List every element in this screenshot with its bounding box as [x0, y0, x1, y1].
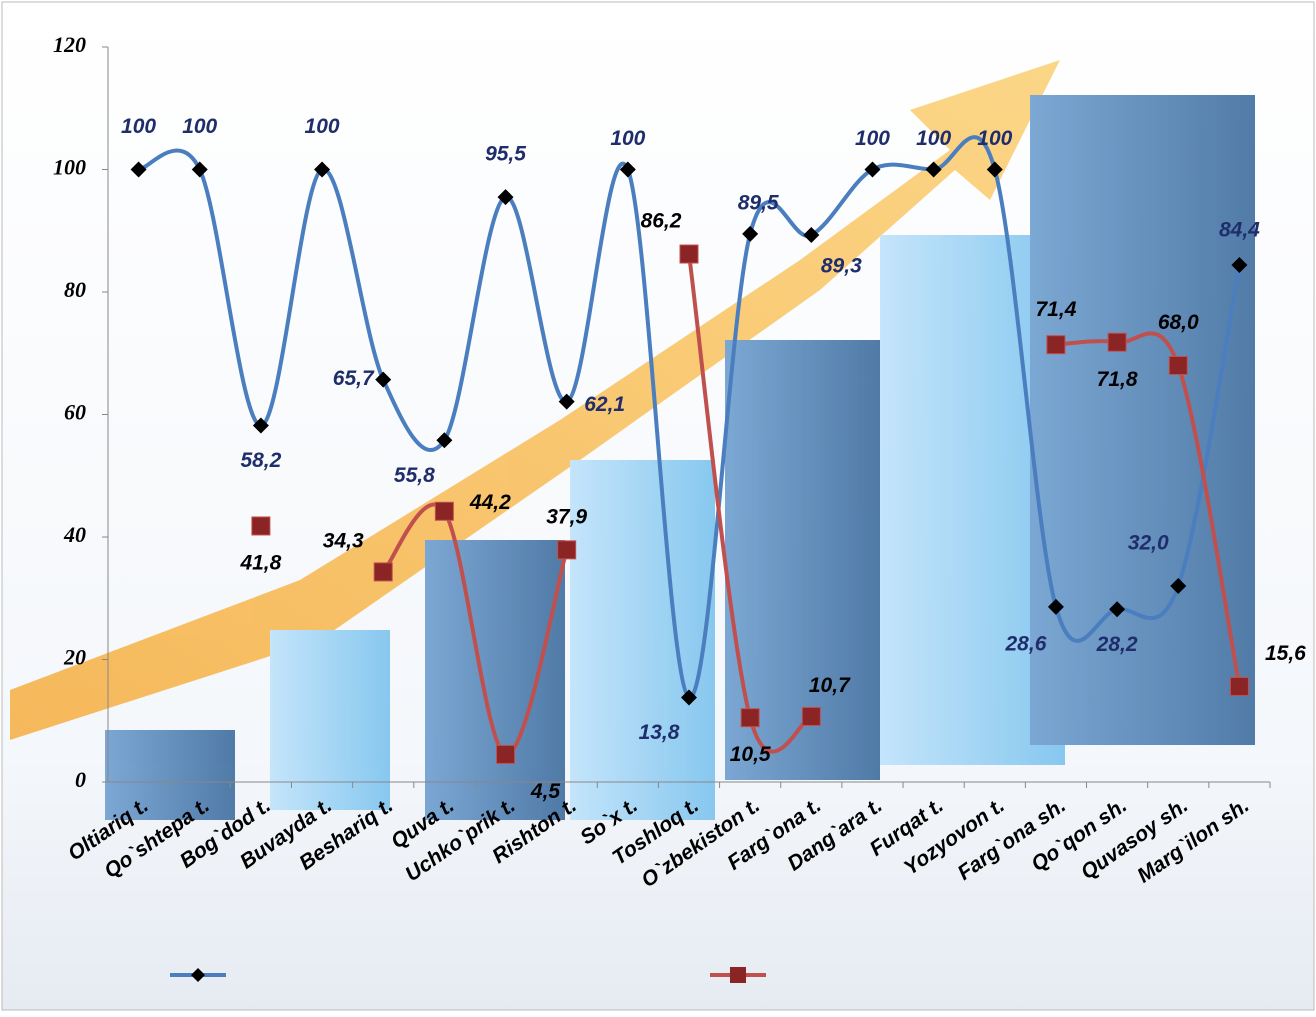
marker [558, 393, 575, 410]
data-label: 100 [121, 115, 156, 138]
marker [864, 161, 881, 178]
data-label: 100 [305, 115, 340, 138]
marker [434, 501, 454, 521]
data-label: 68,0 [1158, 311, 1199, 334]
marker [130, 161, 147, 178]
marker [1168, 356, 1188, 375]
marker [1046, 335, 1066, 355]
y-tick-label: 0 [75, 767, 86, 792]
marker [803, 227, 820, 244]
data-label: 55,8 [394, 464, 435, 487]
data-label: 100 [977, 127, 1012, 150]
marker [496, 744, 516, 764]
data-label: 37,9 [546, 505, 587, 528]
data-label: 32,0 [1128, 532, 1169, 555]
legend [170, 967, 766, 983]
y-tick-label: 60 [64, 400, 86, 425]
marker [252, 417, 269, 434]
data-label: 100 [855, 127, 890, 150]
data-label: 86,2 [641, 210, 682, 233]
data-label: 28,2 [1096, 633, 1138, 656]
marker [801, 706, 821, 726]
data-label: 28,6 [1005, 632, 1047, 655]
marker [740, 708, 760, 728]
marker [373, 562, 393, 582]
marker [925, 161, 942, 178]
data-label: 58,2 [240, 449, 281, 472]
data-label: 95,5 [485, 143, 526, 166]
data-label: 71,4 [1036, 298, 1077, 321]
data-label: 89,3 [821, 255, 862, 278]
data-label: 100 [916, 127, 951, 150]
legend-marker [191, 968, 205, 982]
y-tick-label: 80 [64, 277, 86, 302]
marker [497, 189, 514, 206]
marker [986, 161, 1003, 178]
y-tick-label: 120 [53, 32, 86, 57]
data-label: 71,8 [1097, 368, 1138, 391]
marker [742, 225, 759, 242]
data-label: 89,5 [738, 191, 779, 214]
marker [557, 540, 577, 560]
data-label: 44,2 [469, 491, 511, 514]
data-label: 34,3 [323, 529, 364, 552]
marker [1047, 598, 1064, 615]
data-label: 13,8 [639, 721, 680, 744]
data-label: 65,7 [333, 367, 375, 390]
marker [1107, 332, 1127, 352]
y-tick-label: 20 [63, 645, 86, 670]
marker [1231, 257, 1248, 274]
marker [619, 161, 636, 178]
marker [251, 516, 271, 536]
marker [679, 244, 699, 264]
marker [1170, 578, 1187, 594]
data-label: 10,5 [730, 743, 771, 766]
marker [314, 161, 331, 178]
marker [191, 161, 208, 178]
legend-marker [730, 967, 746, 983]
marker [436, 432, 453, 449]
data-label: 62,1 [584, 393, 625, 416]
data-label: 15,6 [1265, 642, 1306, 665]
data-label: 100 [610, 127, 645, 150]
y-tick-label: 100 [53, 155, 86, 180]
y-tick-label: 40 [63, 522, 86, 547]
decoration [10, 60, 1255, 820]
marker [1109, 601, 1126, 618]
data-label: 10,7 [809, 674, 851, 697]
marker [1229, 676, 1249, 696]
data-label: 4,5 [530, 780, 561, 803]
marker [375, 371, 392, 388]
marker [681, 689, 697, 706]
data-label: 100 [182, 115, 217, 138]
data-label: 41,8 [239, 552, 281, 575]
data-label: 84,4 [1219, 219, 1260, 242]
